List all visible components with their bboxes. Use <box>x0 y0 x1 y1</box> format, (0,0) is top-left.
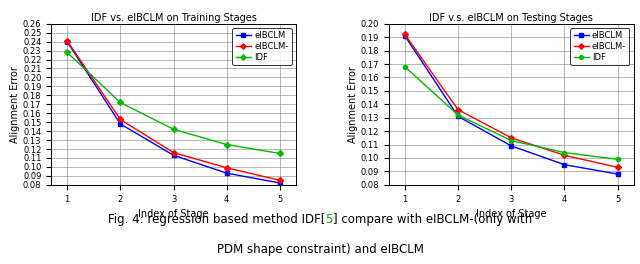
eIBCLM- <box>170 151 177 154</box>
Line: IDF: IDF <box>65 50 282 155</box>
eIBCLM <box>401 34 409 37</box>
eIBCLM- <box>276 179 284 182</box>
eIBCLM <box>561 163 568 166</box>
IDF <box>63 51 71 54</box>
IDF <box>116 101 124 104</box>
eIBCLM- <box>454 108 462 111</box>
IDF <box>561 151 568 154</box>
IDF <box>401 65 409 68</box>
eIBCLM <box>63 40 71 43</box>
Legend: eIBCLM, eIBCLM-, IDF: eIBCLM, eIBCLM-, IDF <box>232 28 292 65</box>
Y-axis label: Alignment Error: Alignment Error <box>348 66 358 143</box>
eIBCLM <box>276 181 284 185</box>
Line: IDF: IDF <box>403 65 620 161</box>
IDF <box>170 128 177 131</box>
Line: eIBCLM-: eIBCLM- <box>403 32 620 169</box>
eIBCLM- <box>508 136 515 139</box>
eIBCLM- <box>223 166 230 169</box>
eIBCLM- <box>561 154 568 157</box>
Text: 5: 5 <box>325 213 333 226</box>
X-axis label: Index of Stage: Index of Stage <box>138 209 209 219</box>
X-axis label: Index of Stage: Index of Stage <box>476 209 547 219</box>
IDF <box>223 143 230 146</box>
eIBCLM <box>116 122 124 126</box>
Text: Fig. 4: regression based method IDF[: Fig. 4: regression based method IDF[ <box>108 213 325 226</box>
Title: IDF vs. eIBCLM on Training Stages: IDF vs. eIBCLM on Training Stages <box>91 13 257 23</box>
eIBCLM- <box>116 118 124 121</box>
Y-axis label: Alignment Error: Alignment Error <box>10 66 20 143</box>
IDF <box>614 158 621 161</box>
Line: eIBCLM-: eIBCLM- <box>65 39 282 182</box>
eIBCLM <box>508 144 515 148</box>
eIBCLM <box>223 172 230 175</box>
Line: eIBCLM: eIBCLM <box>403 34 620 176</box>
Text: ] compare with eIBCLM-(only with: ] compare with eIBCLM-(only with <box>333 213 532 226</box>
eIBCLM <box>454 115 462 118</box>
Legend: eIBCLM, eIBCLM-, IDF: eIBCLM, eIBCLM-, IDF <box>570 28 629 65</box>
eIBCLM <box>170 154 177 157</box>
IDF <box>454 114 462 117</box>
eIBCLM- <box>63 39 71 42</box>
eIBCLM <box>614 172 621 176</box>
Text: PDM shape constraint) and eIBCLM: PDM shape constraint) and eIBCLM <box>216 243 424 256</box>
IDF <box>276 152 284 155</box>
Title: IDF v.s. eIBCLM on Testing Stages: IDF v.s. eIBCLM on Testing Stages <box>429 13 593 23</box>
eIBCLM- <box>401 33 409 36</box>
eIBCLM- <box>614 166 621 169</box>
IDF <box>508 139 515 142</box>
Line: eIBCLM: eIBCLM <box>65 40 282 185</box>
